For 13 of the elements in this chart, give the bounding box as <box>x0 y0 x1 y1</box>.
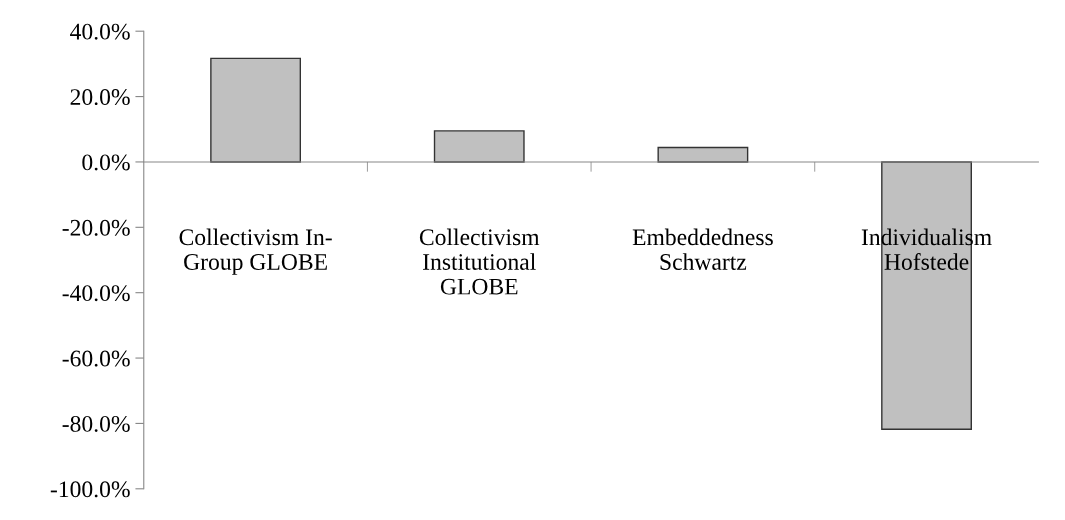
y-tick-label: -40.0% <box>62 285 130 302</box>
x-tick-label: Collectivism In- Group GLOBE <box>179 228 332 275</box>
y-tick-label: -60.0% <box>62 350 130 367</box>
bar <box>433 130 525 163</box>
y-tick-label: 0.0% <box>82 154 130 171</box>
x-tick-label: Collectivism Institutional GLOBE <box>419 228 540 295</box>
y-tick-label: -20.0% <box>62 219 130 236</box>
y-tick-label: -80.0% <box>62 415 130 432</box>
y-tick-label: -100.0% <box>50 481 130 498</box>
bar <box>210 57 302 163</box>
y-tick-label: 20.0% <box>70 89 130 106</box>
y-tick-label: 40.0% <box>70 23 130 40</box>
x-tick-label: Embeddedness Schwartz <box>632 228 773 270</box>
